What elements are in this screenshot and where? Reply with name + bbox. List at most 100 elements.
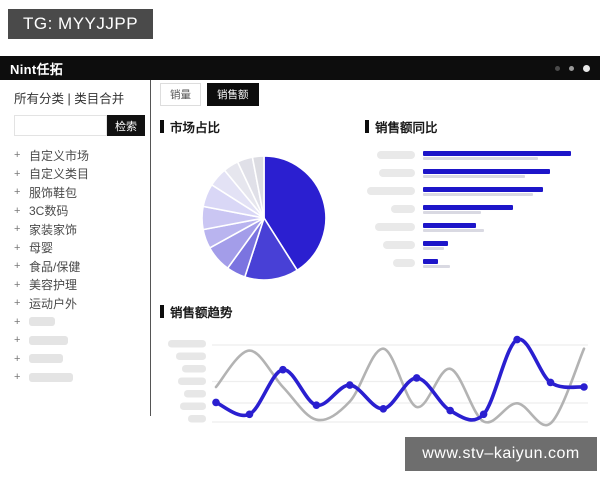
data-point-marker <box>580 383 588 391</box>
bar-track <box>423 151 573 160</box>
data-point-marker <box>346 381 354 389</box>
redacted-y-axis-label <box>180 402 206 410</box>
watermark: www.stv–kaiyun.com <box>405 437 597 471</box>
bar-chart-row <box>365 241 600 259</box>
section-title: 销售额同比 <box>375 121 438 135</box>
previous-period-bar <box>423 157 538 160</box>
layout: 所有分类 | 类目合并 检索 + 自定义市场 + 自定义类目 + 服饰鞋包 +3C数码 + 家装… <box>0 80 600 443</box>
bar-chart-row <box>365 223 600 241</box>
data-point-marker <box>446 406 455 415</box>
section-marker-icon <box>365 120 369 133</box>
category-label: 服饰鞋包 <box>29 185 78 200</box>
current-period-bar <box>423 259 438 264</box>
sidebar-category-item[interactable]: +3C数码 <box>14 202 145 221</box>
metric-tabs: 销量 销售额 <box>160 83 600 106</box>
tg-promo-banner: TG: MYYJJPP <box>8 9 154 39</box>
pie-slice <box>243 216 299 281</box>
sidebar-category-item[interactable]: + 母婴 <box>14 239 145 258</box>
trend-line-compare <box>214 347 586 427</box>
redacted-label <box>29 354 63 364</box>
redacted-y-axis-label <box>184 390 206 398</box>
data-point-marker <box>513 335 521 344</box>
sidebar-category-item-redacted[interactable]: + <box>14 368 145 387</box>
current-period-bar <box>423 151 571 156</box>
sidebar-category-item-redacted[interactable]: + <box>14 331 145 350</box>
data-point-marker <box>312 401 321 409</box>
category-sidebar: 所有分类 | 类目合并 检索 + 自定义市场 + 自定义类目 + 服饰鞋包 +3C数码 + 家装… <box>0 80 151 443</box>
header-dots <box>555 64 590 72</box>
search-button[interactable]: 检索 <box>107 115 145 136</box>
bar-category-label-zone <box>365 241 423 249</box>
sidebar-category-item[interactable]: + 食品/保健 <box>14 257 145 276</box>
bar-category-label-zone <box>365 205 423 213</box>
expand-plus-icon[interactable]: + <box>14 371 21 384</box>
sidebar-category-item[interactable]: + 运动户外 <box>14 294 145 313</box>
bar-chart-row <box>365 187 600 205</box>
section-marker-icon <box>160 120 164 133</box>
category-label: 自定义类目 <box>29 167 90 182</box>
previous-period-bar <box>423 193 533 196</box>
section-marker-icon <box>160 305 164 318</box>
bar-track <box>423 259 573 268</box>
redacted-label <box>29 335 68 345</box>
pie-slice <box>251 155 265 219</box>
category-label: 美容护理 <box>29 278 78 293</box>
expand-plus-icon[interactable]: + <box>14 352 21 365</box>
current-period-bar <box>423 241 448 246</box>
sidebar-category-item[interactable]: + 家装家饰 <box>14 220 145 239</box>
expand-plus-icon[interactable]: + <box>14 260 21 273</box>
header-dot-icon <box>555 65 560 71</box>
expand-plus-icon[interactable]: + <box>14 278 21 291</box>
data-point-marker <box>245 410 254 419</box>
redacted-label <box>29 372 73 382</box>
sidebar-title: 所有分类 | 类目合并 <box>14 92 125 106</box>
previous-period-bar <box>423 175 525 178</box>
section-header-sales-trend: 销售额趋势 <box>160 302 600 321</box>
expand-plus-icon[interactable]: + <box>14 149 21 162</box>
category-label: 食品/保健 <box>29 259 81 274</box>
tab-sales-volume[interactable]: 销量 <box>160 83 201 106</box>
redacted-category-label <box>391 205 415 213</box>
expand-plus-icon[interactable]: + <box>14 167 21 180</box>
bar-category-label-zone <box>365 259 423 267</box>
data-point-marker <box>412 374 421 382</box>
bar-chart-row <box>365 205 600 223</box>
current-period-bar <box>423 205 513 210</box>
tab-sales-amount[interactable]: 销售额 <box>207 83 259 106</box>
section-header-market-share: 市场占比 <box>160 117 365 136</box>
expand-plus-icon[interactable]: + <box>14 204 21 217</box>
expand-plus-icon[interactable]: + <box>14 297 21 310</box>
bar-category-label-zone <box>365 223 423 231</box>
category-search-input[interactable] <box>14 115 107 136</box>
previous-period-bar <box>423 247 444 250</box>
bar-track <box>423 241 573 250</box>
expand-plus-icon[interactable]: + <box>14 241 21 254</box>
bar-chart-row <box>365 169 600 187</box>
current-period-bar <box>423 187 543 192</box>
main-content: 销量 销售额 市场占比 销售额同比 销售额趋势 <box>151 80 600 443</box>
expand-plus-icon[interactable]: + <box>14 334 21 347</box>
expand-plus-icon[interactable]: + <box>14 315 21 328</box>
bar-category-label-zone <box>365 169 423 177</box>
data-point-marker <box>212 398 220 407</box>
sidebar-category-item[interactable]: + 自定义市场 <box>14 146 145 165</box>
redacted-y-axis-label <box>176 352 206 360</box>
bar-track <box>423 169 573 178</box>
sidebar-category-item[interactable]: + 服饰鞋包 <box>14 183 145 202</box>
redacted-category-label <box>367 187 415 195</box>
expand-plus-icon[interactable]: + <box>14 223 21 236</box>
sidebar-category-item[interactable]: + 美容护理 <box>14 276 145 295</box>
redacted-y-axis-label <box>182 365 206 373</box>
category-search-row: 检索 <box>14 115 145 136</box>
bar-chart-row <box>365 151 600 169</box>
expand-plus-icon[interactable]: + <box>14 186 21 199</box>
sales-yoy-bar-chart <box>365 151 600 277</box>
category-list: + 自定义市场 + 自定义类目 + 服饰鞋包 +3C数码 + 家装家饰 + 母婴 + 食品/保健 + 美容护… <box>14 146 145 387</box>
sidebar-category-item-redacted[interactable]: + <box>14 350 145 369</box>
redacted-category-label <box>383 241 415 249</box>
redacted-category-label <box>375 223 415 231</box>
sidebar-category-item-redacted[interactable]: + <box>14 313 145 332</box>
sidebar-category-item[interactable]: + 自定义类目 <box>14 165 145 184</box>
market-share-pie-chart <box>201 155 327 281</box>
market-share-section: 市场占比 <box>160 117 365 294</box>
